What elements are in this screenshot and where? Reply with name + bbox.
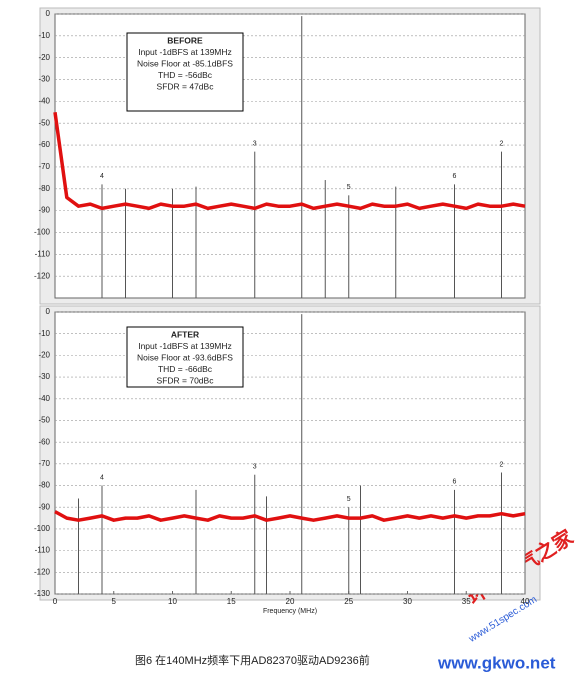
y-tick-label: -80: [38, 184, 50, 193]
annotation-line: Noise Floor at -85.1dBFS: [137, 58, 233, 68]
y-tick-label: -10: [38, 31, 50, 40]
y-tick-label: -10: [38, 329, 50, 338]
y-tick-label: -120: [34, 567, 51, 576]
annotation-box: [126, 326, 244, 388]
annotation-line: BEFORE: [167, 35, 203, 45]
x-tick-label: 0: [53, 597, 58, 606]
x-axis-label: Frequency (MHz): [263, 608, 317, 615]
annotation-line: SFDR = 70dBc: [157, 375, 215, 385]
x-tick-label: 25: [344, 597, 353, 606]
x-tick-label: 10: [168, 597, 177, 606]
y-tick-label: -40: [38, 394, 50, 403]
y-tick-label: -80: [38, 481, 50, 490]
y-tick-label: -130: [34, 589, 51, 598]
harmonic-label: 5: [347, 496, 351, 503]
annotation-line: THD = -56dBc: [158, 70, 213, 80]
y-tick-label: -50: [38, 118, 50, 127]
y-tick-label: -40: [38, 96, 50, 105]
y-tick-label: -50: [38, 416, 50, 425]
y-tick-label: -100: [34, 228, 51, 237]
x-tick-label: 15: [227, 597, 236, 606]
y-tick-label: -60: [38, 437, 50, 446]
y-tick-label: -70: [38, 162, 50, 171]
y-tick-label: -30: [38, 75, 50, 84]
y-tick-label: -30: [38, 372, 50, 381]
harmonic-label: 3: [253, 464, 257, 471]
y-tick-label: -70: [38, 459, 50, 468]
annotation-line: THD = -66dBc: [158, 364, 213, 374]
harmonic-label: 6: [453, 479, 457, 486]
harmonic-label: 2: [500, 140, 504, 147]
harmonic-label: 3: [253, 140, 257, 147]
y-tick-label: -20: [38, 53, 50, 62]
noise-trace: [53, 112, 526, 211]
harmonic-label: 5: [347, 184, 351, 191]
annotation-line: Noise Floor at -93.6dBFS: [137, 352, 233, 362]
harmonic-label: 4: [100, 474, 104, 481]
x-tick-label: 20: [286, 597, 295, 606]
y-tick-label: -90: [38, 206, 50, 215]
x-tick-label: 40: [521, 597, 530, 606]
annotation-box: [126, 32, 244, 112]
y-tick-label: -120: [34, 271, 51, 280]
harmonic-label: 6: [453, 173, 457, 180]
watermark-url: www.gkwo.net: [437, 653, 556, 672]
x-tick-label: 35: [462, 597, 471, 606]
annotation-line: AFTER: [171, 329, 199, 339]
y-tick-label: -110: [35, 546, 51, 555]
y-tick-label: 0: [46, 307, 51, 316]
annotation-line: Input -1dBFS at 139MHz: [138, 47, 232, 57]
y-tick-label: -20: [38, 350, 50, 359]
annotation-line: SFDR = 47dBc: [157, 81, 215, 91]
annotation-line: Input -1dBFS at 139MHz: [138, 341, 232, 351]
harmonic-label: 4: [100, 173, 104, 180]
y-tick-label: -60: [38, 140, 50, 149]
y-tick-label: -110: [35, 249, 51, 258]
y-tick-label: -90: [38, 502, 50, 511]
harmonic-label: 2: [500, 461, 504, 468]
y-tick-label: 0: [46, 9, 51, 18]
x-tick-label: 30: [403, 597, 412, 606]
caption: 图6 在140MHz频率下用AD82370驱动AD9236前: [135, 653, 370, 667]
y-tick-label: -100: [34, 524, 51, 533]
noise-trace: [54, 510, 526, 522]
x-tick-label: 5: [112, 597, 117, 606]
